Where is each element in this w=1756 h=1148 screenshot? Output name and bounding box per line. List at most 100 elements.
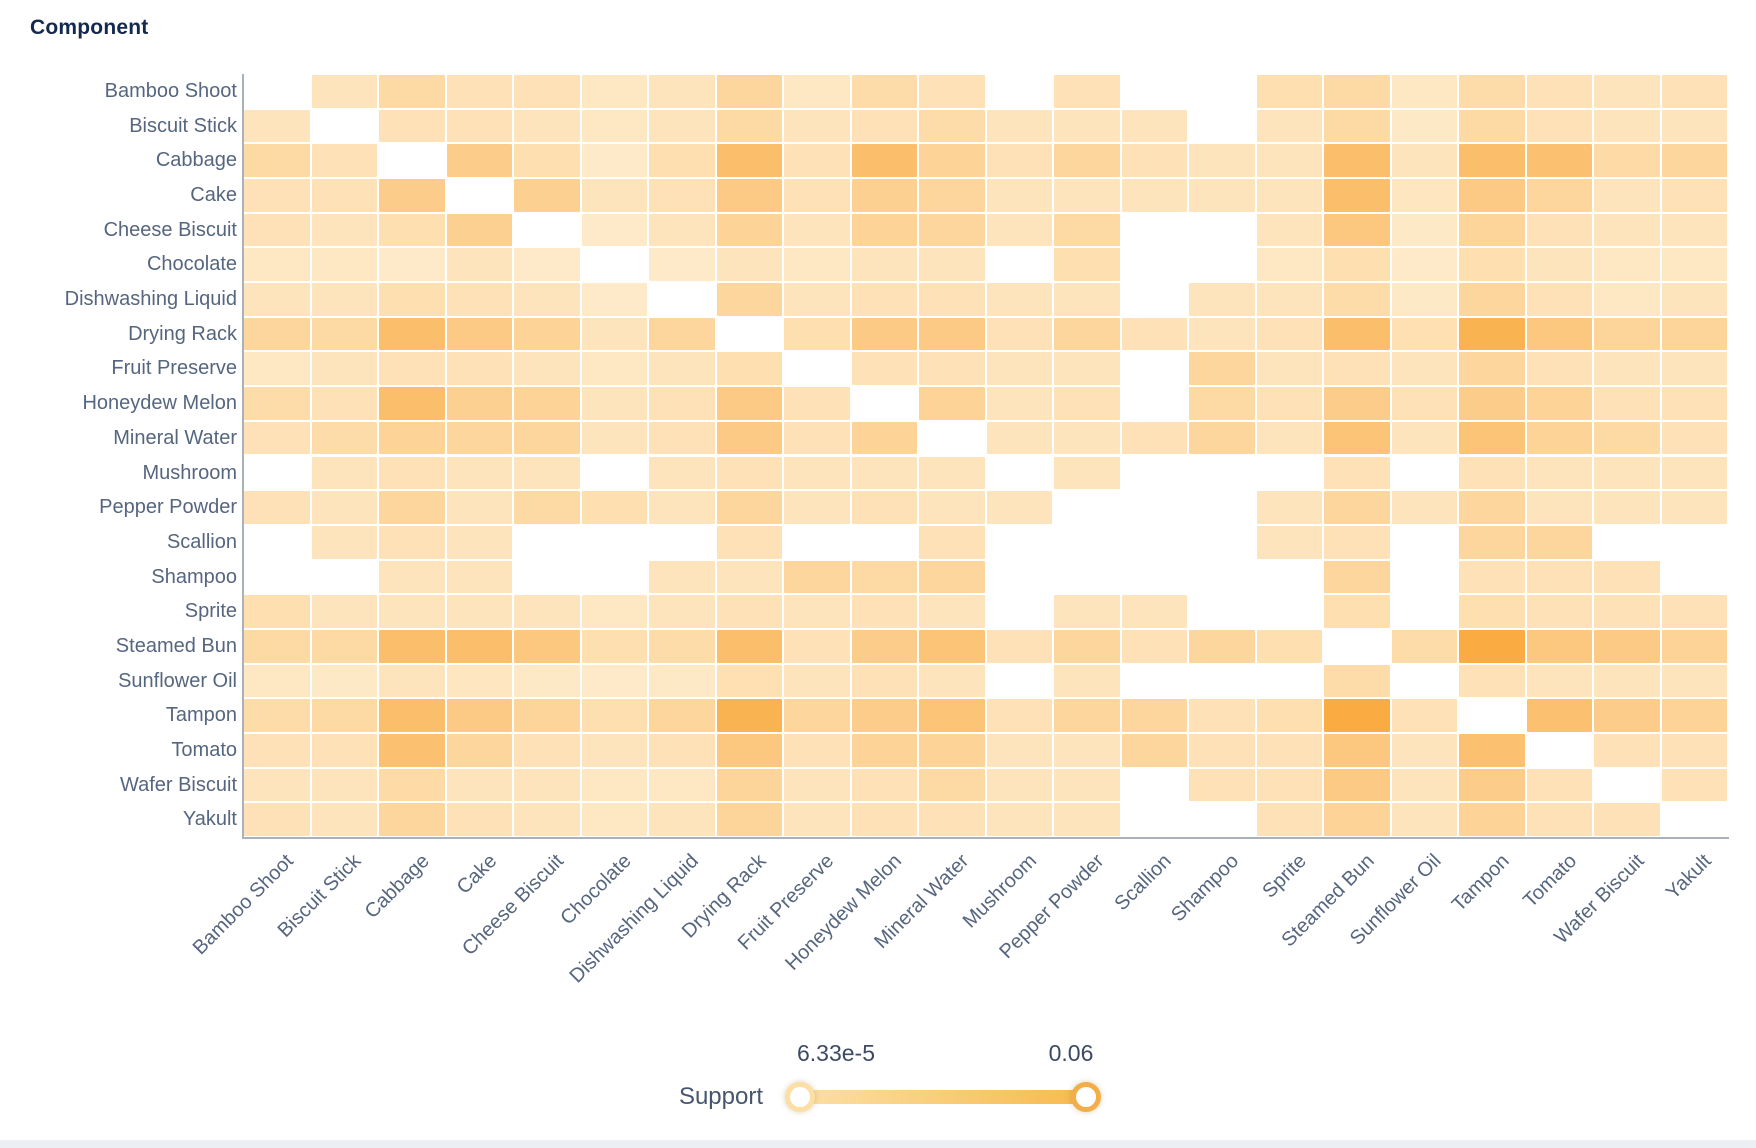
heatmap-cell[interactable] [649,699,715,732]
heatmap-cell[interactable] [649,317,715,351]
heatmap-cell[interactable] [581,803,647,836]
heatmap-cell[interactable] [919,179,985,212]
heatmap-cell[interactable] [986,179,1052,212]
heatmap-cell[interactable] [1054,179,1120,212]
heatmap-cell[interactable] [986,699,1052,732]
heatmap-cell[interactable] [986,768,1052,802]
heatmap-cell[interactable] [1526,248,1592,282]
heatmap-cell[interactable] [581,283,647,316]
heatmap-cell[interactable] [514,317,580,351]
heatmap-cell[interactable] [446,317,512,351]
heatmap-cell[interactable] [311,803,377,836]
heatmap-cell[interactable] [649,179,715,212]
heatmap-cell[interactable] [244,179,310,212]
heatmap-cell[interactable] [581,491,647,524]
heatmap-cell[interactable] [716,629,782,663]
heatmap-cell[interactable] [1594,456,1660,490]
heatmap-cell[interactable] [311,387,377,420]
heatmap-cell[interactable] [1324,213,1390,247]
heatmap-cell[interactable] [446,144,512,178]
heatmap-cell[interactable] [851,803,917,836]
heatmap-cell[interactable] [244,421,310,455]
heatmap-cell[interactable] [581,144,647,178]
heatmap-cell[interactable] [581,768,647,802]
heatmap-cell[interactable] [919,144,985,178]
heatmap-cell[interactable] [1391,213,1457,247]
heatmap-cell[interactable] [1391,109,1457,143]
heatmap-cell[interactable] [716,75,782,108]
heatmap-cell[interactable] [446,421,512,455]
heatmap-cell[interactable] [1324,109,1390,143]
heatmap-cell[interactable] [581,213,647,247]
heatmap-cell[interactable] [1526,352,1592,386]
heatmap-cell[interactable] [1189,699,1255,732]
heatmap-cell[interactable] [1594,75,1660,108]
heatmap-cell[interactable] [1594,421,1660,455]
heatmap-cell[interactable] [379,803,445,836]
heatmap-cell[interactable] [919,248,985,282]
heatmap-cell[interactable] [446,560,512,594]
heatmap-cell[interactable] [514,352,580,386]
heatmap-cell[interactable] [1459,525,1525,559]
heatmap-cell[interactable] [1594,803,1660,836]
heatmap-cell[interactable] [649,768,715,802]
heatmap-cell[interactable] [1324,560,1390,594]
heatmap-cell[interactable] [1594,248,1660,282]
heatmap-cell[interactable] [1054,213,1120,247]
heatmap-cell[interactable] [581,664,647,698]
heatmap-cell[interactable] [379,283,445,316]
heatmap-cell[interactable] [649,595,715,628]
heatmap-cell[interactable] [379,317,445,351]
heatmap-cell[interactable] [1526,75,1592,108]
heatmap-cell[interactable] [1661,144,1727,178]
heatmap-cell[interactable] [514,733,580,767]
heatmap-cell[interactable] [1189,317,1255,351]
heatmap-cell[interactable] [1324,803,1390,836]
heatmap-cell[interactable] [1391,179,1457,212]
heatmap-cell[interactable] [1121,317,1187,351]
heatmap-cell[interactable] [1054,109,1120,143]
heatmap-cell[interactable] [379,664,445,698]
heatmap-cell[interactable] [311,595,377,628]
heatmap-cell[interactable] [311,699,377,732]
heatmap-cell[interactable] [1661,595,1727,628]
heatmap-cell[interactable] [581,421,647,455]
heatmap-cell[interactable] [581,595,647,628]
heatmap-cell[interactable] [851,109,917,143]
heatmap-cell[interactable] [716,491,782,524]
heatmap-cell[interactable] [1526,144,1592,178]
heatmap-cell[interactable] [244,595,310,628]
heatmap-cell[interactable] [244,317,310,351]
heatmap-cell[interactable] [311,144,377,178]
heatmap-cell[interactable] [716,352,782,386]
heatmap-cell[interactable] [379,109,445,143]
heatmap-cell[interactable] [1594,317,1660,351]
heatmap-cell[interactable] [1054,595,1120,628]
heatmap-cell[interactable] [1661,664,1727,698]
heatmap-cell[interactable] [986,352,1052,386]
heatmap-cell[interactable] [379,248,445,282]
heatmap-cell[interactable] [1054,768,1120,802]
heatmap-cell[interactable] [311,491,377,524]
heatmap-cell[interactable] [379,629,445,663]
heatmap-cell[interactable] [919,352,985,386]
heatmap-cell[interactable] [716,525,782,559]
heatmap-cell[interactable] [919,629,985,663]
heatmap-cell[interactable] [1256,144,1322,178]
heatmap-cell[interactable] [1661,352,1727,386]
heatmap-cell[interactable] [514,387,580,420]
heatmap-cell[interactable] [1594,491,1660,524]
heatmap-cell[interactable] [784,664,850,698]
heatmap-cell[interactable] [581,352,647,386]
heatmap-cell[interactable] [514,421,580,455]
heatmap-cell[interactable] [1391,491,1457,524]
heatmap-cell[interactable] [784,144,850,178]
heatmap-cell[interactable] [784,179,850,212]
heatmap-cell[interactable] [784,595,850,628]
heatmap-cell[interactable] [379,560,445,594]
heatmap-cell[interactable] [649,387,715,420]
heatmap-cell[interactable] [851,317,917,351]
heatmap-cell[interactable] [851,75,917,108]
heatmap-cell[interactable] [446,75,512,108]
heatmap-cell[interactable] [379,213,445,247]
